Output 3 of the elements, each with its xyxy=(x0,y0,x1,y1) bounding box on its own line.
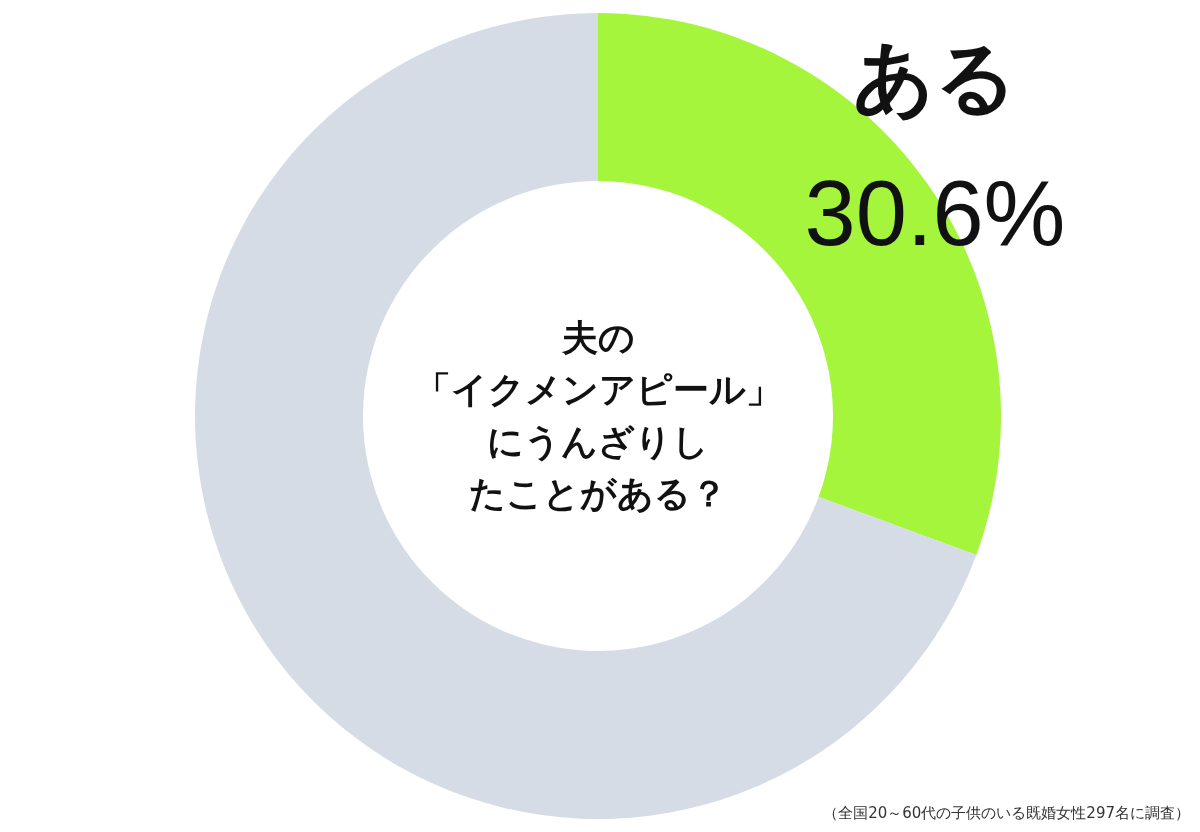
slice-label: ある xyxy=(853,31,1017,124)
text: 夫の「イクメンアピール」にうんざりしたことがある？ xyxy=(414,317,782,514)
text: （全国20～60代の子供のいる既婚女性297名に調査） xyxy=(823,804,1190,822)
